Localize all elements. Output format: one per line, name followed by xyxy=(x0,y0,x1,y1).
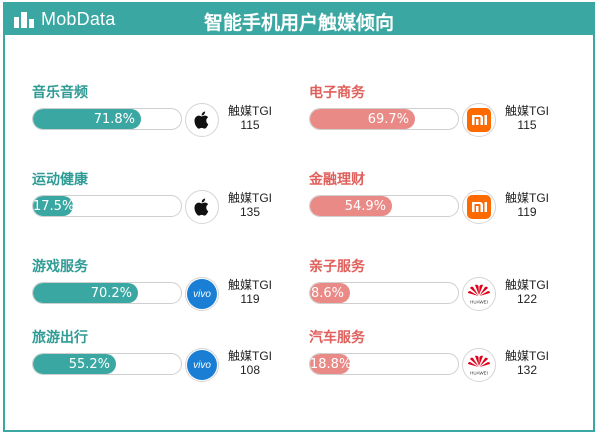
category-label: 亲子服务 xyxy=(309,259,365,275)
apple-icon xyxy=(185,190,219,224)
tgi-title: 触媒TGI xyxy=(505,191,549,205)
bar xyxy=(33,196,73,216)
bar-value-label: 18.8% xyxy=(310,357,352,372)
tgi-label: 触媒TGI 122 xyxy=(502,278,552,306)
bar xyxy=(33,283,138,303)
bar-value-label: 71.8% xyxy=(93,112,135,127)
category-label: 旅游出行 xyxy=(32,330,88,346)
bar xyxy=(310,196,392,216)
category-item: 运动健康 17.5% 触媒TGI 135 xyxy=(32,169,282,229)
bar-track: 70.2% xyxy=(32,282,182,304)
category-label: 音乐音频 xyxy=(32,85,88,101)
infographic-frame: MobData 智能手机用户触媒倾向 音乐音频 71.8% 触媒TGI 115 运动健康… xyxy=(3,2,595,432)
bar-value-label: 17.5% xyxy=(33,199,75,214)
logo-text: MobData xyxy=(41,8,116,29)
tgi-title: 触媒TGI xyxy=(228,191,272,205)
tgi-label: 触媒TGI 119 xyxy=(502,191,552,219)
xiaomi-icon xyxy=(462,103,496,137)
tgi-label: 触媒TGI 119 xyxy=(225,278,275,306)
category-item: 亲子服务 8.6% HUAWEI 触媒TGI 122 xyxy=(309,256,559,316)
tgi-title: 触媒TGI xyxy=(505,349,549,363)
category-label: 金融理财 xyxy=(309,172,365,188)
tgi-value: 132 xyxy=(516,363,538,377)
page-title: 智能手机用户触媒倾向 xyxy=(203,12,394,34)
bar xyxy=(33,354,116,374)
bar-track: 69.7% xyxy=(309,108,459,130)
tgi-label: 触媒TGI 115 xyxy=(225,104,275,132)
apple-icon xyxy=(185,103,219,137)
bar xyxy=(310,354,350,374)
vivo-icon: vivo xyxy=(185,348,219,382)
bar xyxy=(33,109,141,129)
bar-value-label: 54.9% xyxy=(344,199,386,214)
tgi-title: 触媒TGI xyxy=(505,104,549,118)
xiaomi-icon xyxy=(462,190,496,224)
tgi-value: 119 xyxy=(240,292,260,306)
category-item: 音乐音频 71.8% 触媒TGI 115 xyxy=(32,82,282,142)
bar-track: 71.8% xyxy=(32,108,182,130)
category-label: 电子商务 xyxy=(309,85,365,101)
tgi-label: 触媒TGI 108 xyxy=(225,349,275,377)
tgi-title: 触媒TGI xyxy=(228,349,272,363)
bar-track: 17.5% xyxy=(32,195,182,217)
tgi-label: 触媒TGI 135 xyxy=(225,191,275,219)
logo: MobData xyxy=(13,8,115,30)
category-item: 电子商务 69.7% 触媒TGI 115 xyxy=(309,82,559,142)
bar-value-label: 69.7% xyxy=(367,112,409,127)
tgi-value: 119 xyxy=(517,205,537,219)
category-label: 运动健康 xyxy=(32,172,88,188)
svg-text:vivo: vivo xyxy=(193,360,211,371)
bar xyxy=(310,109,415,129)
mobdata-logo-icon xyxy=(14,12,34,28)
bar-track: 18.8% xyxy=(309,353,459,375)
huawei-icon: HUAWEI xyxy=(462,277,496,311)
tgi-value: 115 xyxy=(517,118,537,132)
bar xyxy=(310,283,350,303)
category-item: 游戏服务 70.2% vivo 触媒TGI 119 xyxy=(32,256,282,316)
category-item: 金融理财 54.9% 触媒TGI 119 xyxy=(309,169,559,229)
bar-value-label: 8.6% xyxy=(310,286,344,301)
tgi-title: 触媒TGI xyxy=(505,278,549,292)
header-bar: MobData 智能手机用户触媒倾向 xyxy=(5,4,593,35)
tgi-label: 触媒TGI 132 xyxy=(502,349,552,377)
tgi-value: 115 xyxy=(240,118,260,132)
tgi-title: 触媒TGI xyxy=(228,104,272,118)
bar-track: 8.6% xyxy=(309,282,459,304)
vivo-icon: vivo xyxy=(185,277,219,311)
huawei-icon: HUAWEI xyxy=(462,348,496,382)
bar-track: 54.9% xyxy=(309,195,459,217)
bar-value-label: 55.2% xyxy=(68,357,110,372)
svg-text:vivo: vivo xyxy=(193,289,211,300)
tgi-value: 108 xyxy=(239,363,261,377)
tgi-label: 触媒TGI 115 xyxy=(502,104,552,132)
bar-track: 55.2% xyxy=(32,353,182,375)
tgi-title: 触媒TGI xyxy=(228,278,272,292)
tgi-value: 135 xyxy=(239,205,261,219)
category-label: 游戏服务 xyxy=(32,259,88,275)
category-item: 旅游出行 55.2% vivo 触媒TGI 108 xyxy=(32,327,282,387)
tgi-value: 122 xyxy=(516,292,538,306)
category-item: 汽车服务 18.8% HUAWEI 触媒TGI 132 xyxy=(309,327,559,387)
bar-value-label: 70.2% xyxy=(90,286,132,301)
svg-text:HUAWEI: HUAWEI xyxy=(470,300,488,305)
category-label: 汽车服务 xyxy=(309,330,365,346)
svg-text:HUAWEI: HUAWEI xyxy=(470,371,488,376)
